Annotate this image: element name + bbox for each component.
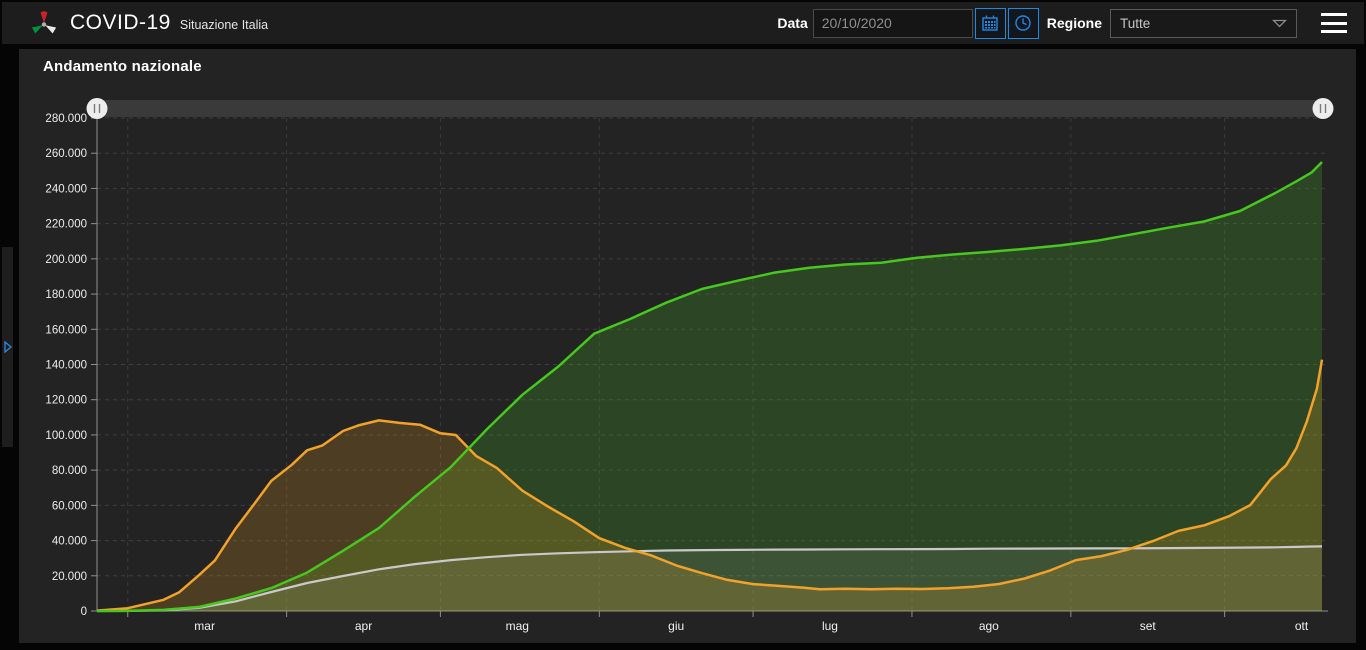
series-line-gray-series — [96, 545, 1323, 613]
series-area-gray-series — [97, 546, 1322, 611]
x-tick-label: mag — [506, 619, 529, 633]
sidebar-expand-tab[interactable] — [2, 247, 13, 447]
y-tick-label: 240.000 — [45, 183, 87, 195]
y-tick-label: 180.000 — [45, 289, 87, 301]
hamburger-bar — [1321, 21, 1347, 25]
y-tick-label: 220.000 — [45, 219, 87, 231]
series-line-green-series — [96, 161, 1323, 613]
national-trend-chart: 0 20.000 40.000 60.000 80.000 100.000 120.000 1… — [45, 98, 1334, 633]
header-controls: Data Regione Tutte — [769, 7, 1347, 39]
region-select-value: Tutte — [1120, 15, 1151, 31]
region-select[interactable]: Tutte — [1110, 8, 1297, 38]
y-tick-label: 80.000 — [52, 465, 87, 477]
x-tick-label: ott — [1295, 619, 1309, 633]
date-label: Data — [777, 15, 808, 31]
time-button[interactable] — [1007, 7, 1039, 39]
series-area-green-series — [97, 162, 1322, 611]
y-tick-label: 40.000 — [52, 536, 87, 548]
date-input[interactable] — [812, 8, 973, 38]
clock-icon — [1015, 15, 1031, 31]
x-tick-label: set — [1140, 619, 1157, 633]
region-label: Regione — [1046, 15, 1102, 31]
series-line-orange-series — [96, 359, 1324, 612]
y-tick-label: 0 — [81, 606, 87, 618]
app-header: COVID-19 Situazione Italia Data Regio — [2, 2, 1364, 44]
x-tick-label: mar — [194, 619, 215, 633]
protezione-civile-logo-icon — [31, 10, 57, 34]
y-tick-label: 260.000 — [45, 148, 87, 160]
calendar-icon — [982, 15, 998, 31]
y-tick-label: 20.000 — [52, 571, 87, 583]
y-tick-label: 200.000 — [45, 254, 87, 266]
y-tick-label: 160.000 — [45, 324, 87, 336]
calendar-button[interactable] — [974, 7, 1006, 39]
panel-title: Andamento nazionale — [43, 58, 202, 75]
app-subtitle: Situazione Italia — [179, 18, 269, 32]
hamburger-menu-button[interactable] — [1321, 13, 1347, 33]
expand-arrow-icon — [3, 341, 12, 353]
series-area-orange-series — [97, 359, 1322, 611]
y-tick-label: 140.000 — [45, 360, 87, 372]
x-tick-label: apr — [355, 619, 372, 633]
y-tick-label: 120.000 — [45, 395, 87, 407]
y-tick-label: 280.000 — [45, 113, 87, 125]
x-tick-label: ago — [979, 619, 999, 633]
y-tick-label: 60.000 — [52, 500, 87, 512]
slider-handle-left[interactable] — [86, 98, 108, 119]
x-tick-label: lug — [822, 619, 838, 633]
hamburger-bar — [1321, 13, 1347, 16]
x-tick-label: giu — [668, 619, 684, 633]
chevron-down-icon — [1272, 19, 1287, 27]
y-tick-label: 100.000 — [45, 430, 87, 442]
time-slider-track[interactable] — [97, 100, 1323, 117]
chart-panel: Andamento nazionale 0 20.000 40.000 60.000 8… — [19, 49, 1356, 643]
app-title: COVID-19 — [70, 11, 171, 34]
hamburger-bar — [1321, 30, 1347, 33]
slider-handle-right[interactable] — [1312, 98, 1334, 119]
